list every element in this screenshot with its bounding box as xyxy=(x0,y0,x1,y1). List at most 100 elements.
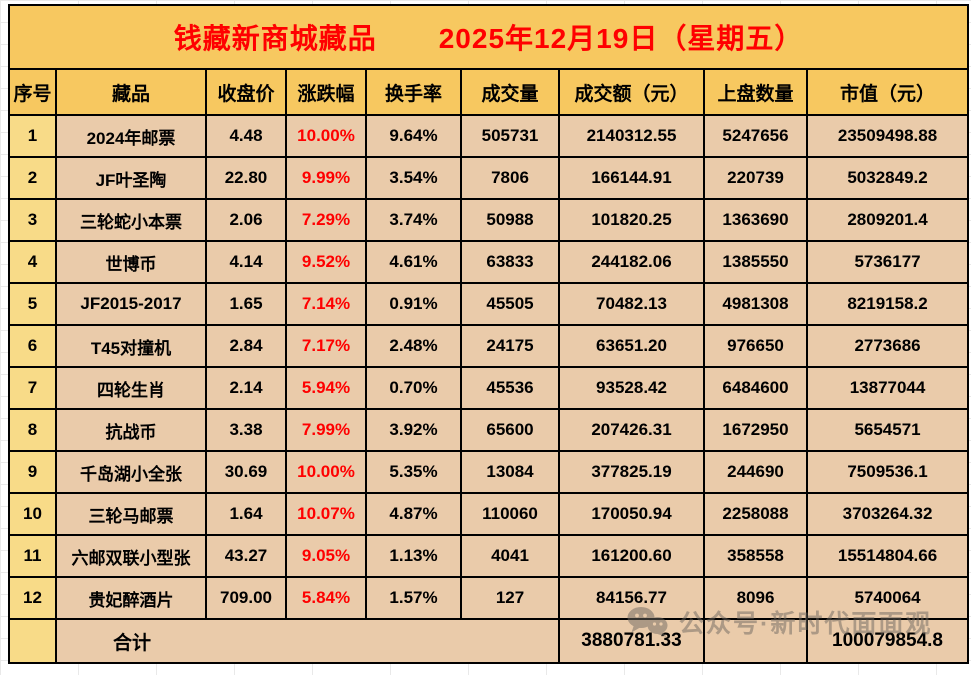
cell-serial: 3 xyxy=(8,198,57,242)
cell-item-name: 2024年邮票 xyxy=(55,114,207,158)
col-header-market-value: 市值（元） xyxy=(805,68,970,116)
cell-close-price: 2.84 xyxy=(205,324,287,368)
cell-turnover-rate: 4.61% xyxy=(365,240,462,284)
cell-serial: 10 xyxy=(8,492,57,536)
cell-change-pct: 5.84% xyxy=(285,576,367,620)
table-row: 5 JF2015-2017 1.65 7.14% 0.91% 45505 704… xyxy=(8,282,970,326)
cell-volume: 45536 xyxy=(460,366,560,410)
market-name: 钱藏新商城藏品 xyxy=(173,23,377,54)
cell-change-pct: 7.99% xyxy=(285,408,367,452)
cell-market-value: 7509536.1 xyxy=(805,450,970,494)
col-header-item: 藏品 xyxy=(55,68,207,116)
cell-serial: 12 xyxy=(8,576,57,620)
table-row: 9 千岛湖小全张 30.69 10.00% 5.35% 13084 377825… xyxy=(8,450,970,494)
cell-change-pct: 9.99% xyxy=(285,156,367,200)
cell-change-pct: 9.05% xyxy=(285,534,367,578)
table-row: 4 世博币 4.14 9.52% 4.61% 63833 244182.06 1… xyxy=(8,240,970,284)
cell-change-pct: 10.00% xyxy=(285,450,367,494)
cell-serial: 4 xyxy=(8,240,57,284)
cell-item-name: 六邮双联小型张 xyxy=(55,534,207,578)
cell-amount: 377825.19 xyxy=(558,450,705,494)
cell-listed-qty: 1363690 xyxy=(703,198,808,242)
cell-volume: 50988 xyxy=(460,198,560,242)
cell-close-price: 4.14 xyxy=(205,240,287,284)
cell-item-name: 三轮马邮票 xyxy=(55,492,207,536)
col-header-close: 收盘价 xyxy=(205,68,287,116)
cell-turnover-rate: 3.74% xyxy=(365,198,462,242)
cell-market-value: 5654571 xyxy=(805,408,970,452)
col-header-change: 涨跌幅 xyxy=(285,68,367,116)
cell-amount: 70482.13 xyxy=(558,282,705,326)
cell-market-value: 5032849.2 xyxy=(805,156,970,200)
cell-change-pct: 7.14% xyxy=(285,282,367,326)
cell-close-price: 43.27 xyxy=(205,534,287,578)
cell-amount: 170050.94 xyxy=(558,492,705,536)
total-row: 合计 3880781.33 100079854.8 xyxy=(8,618,970,664)
table-row: 3 三轮蛇小本票 2.06 7.29% 3.74% 50988 101820.2… xyxy=(8,198,970,242)
cell-change-pct: 5.94% xyxy=(285,366,367,410)
header-row: 序号 藏品 收盘价 涨跌幅 换手率 成交量 成交额（元） 上盘数量 市值（元） xyxy=(8,68,970,116)
cell-listed-qty: 976650 xyxy=(703,324,808,368)
cell-volume: 127 xyxy=(460,576,560,620)
cell-market-value: 13877044 xyxy=(805,366,970,410)
col-header-amount: 成交额（元） xyxy=(558,68,705,116)
cell-serial: 11 xyxy=(8,534,57,578)
cell-turnover-rate: 3.92% xyxy=(365,408,462,452)
cell-amount: 93528.42 xyxy=(558,366,705,410)
cell-listed-qty: 6484600 xyxy=(703,366,808,410)
report-date: 2025年12月19日（星期五） xyxy=(438,23,804,54)
cell-turnover-rate: 4.87% xyxy=(365,492,462,536)
cell-close-price: 30.69 xyxy=(205,450,287,494)
cell-volume: 24175 xyxy=(460,324,560,368)
cell-change-pct: 7.29% xyxy=(285,198,367,242)
cell-close-price: 1.65 xyxy=(205,282,287,326)
cell-item-name: 贵妃醉酒片 xyxy=(55,576,207,620)
cell-close-price: 4.48 xyxy=(205,114,287,158)
cell-listed-qty: 220739 xyxy=(703,156,808,200)
cell-market-value: 15514804.66 xyxy=(805,534,970,578)
cell-serial: 6 xyxy=(8,324,57,368)
cell-volume: 63833 xyxy=(460,240,560,284)
total-label: 合计 xyxy=(55,618,560,664)
cell-listed-qty: 1385550 xyxy=(703,240,808,284)
cell-volume: 505731 xyxy=(460,114,560,158)
cell-change-pct: 10.07% xyxy=(285,492,367,536)
cell-serial-empty xyxy=(8,618,57,664)
cell-amount: 207426.31 xyxy=(558,408,705,452)
total-market-value: 100079854.8 xyxy=(805,618,970,664)
title-row: 钱藏新商城藏品 2025年12月19日（星期五） xyxy=(7,4,970,70)
cell-amount: 161200.60 xyxy=(558,534,705,578)
cell-listed-qty: 5247656 xyxy=(703,114,808,158)
cell-serial: 9 xyxy=(8,450,57,494)
cell-volume: 13084 xyxy=(460,450,560,494)
cell-market-value: 5736177 xyxy=(805,240,970,284)
cell-volume: 7806 xyxy=(460,156,560,200)
cell-listed-qty: 1672950 xyxy=(703,408,808,452)
cell-change-pct: 7.17% xyxy=(285,324,367,368)
cell-listed-qty: 8096 xyxy=(703,576,808,620)
cell-close-price: 22.80 xyxy=(205,156,287,200)
cell-change-pct: 10.00% xyxy=(285,114,367,158)
cell-item-name: 千岛湖小全张 xyxy=(55,450,207,494)
table-row: 8 抗战币 3.38 7.99% 3.92% 65600 207426.31 1… xyxy=(8,408,970,452)
cell-close-price: 1.64 xyxy=(205,492,287,536)
cell-item-name: JF2015-2017 xyxy=(55,282,207,326)
cell-turnover-rate: 5.35% xyxy=(365,450,462,494)
cell-market-value: 23509498.88 xyxy=(805,114,970,158)
cell-listed-qty: 2258088 xyxy=(703,492,808,536)
table-row: 7 四轮生肖 2.14 5.94% 0.70% 45536 93528.42 6… xyxy=(8,366,970,410)
cell-amount: 63651.20 xyxy=(558,324,705,368)
cell-turnover-rate: 1.13% xyxy=(365,534,462,578)
cell-amount: 84156.77 xyxy=(558,576,705,620)
table-row: 10 三轮马邮票 1.64 10.07% 4.87% 110060 170050… xyxy=(8,492,970,536)
cell-volume: 4041 xyxy=(460,534,560,578)
total-listed-empty xyxy=(703,618,808,664)
collectibles-table: 钱藏新商城藏品 2025年12月19日（星期五） 序号 藏品 收盘价 涨跌幅 换手… xyxy=(7,4,970,664)
cell-serial: 8 xyxy=(8,408,57,452)
cell-close-price: 709.00 xyxy=(205,576,287,620)
cell-close-price: 3.38 xyxy=(205,408,287,452)
col-header-listed-qty: 上盘数量 xyxy=(703,68,808,116)
cell-turnover-rate: 0.70% xyxy=(365,366,462,410)
cell-amount: 2140312.55 xyxy=(558,114,705,158)
